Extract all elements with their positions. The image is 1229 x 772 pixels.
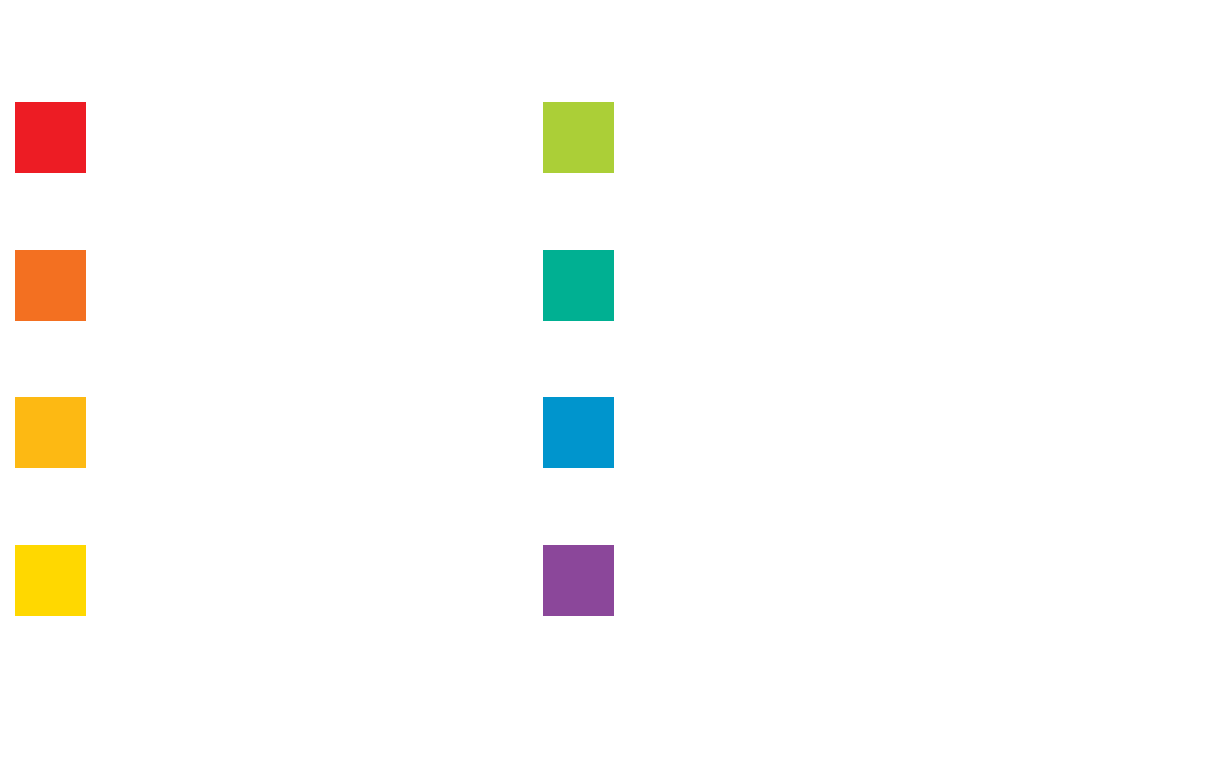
color-swatch-lime <box>543 102 614 173</box>
color-swatch-yellow <box>15 545 86 616</box>
color-swatch-amber <box>15 397 86 468</box>
color-swatch-blue <box>543 397 614 468</box>
color-swatch-red <box>15 102 86 173</box>
color-swatch-teal <box>543 250 614 321</box>
color-swatch-purple <box>543 545 614 616</box>
color-swatch-orange <box>15 250 86 321</box>
